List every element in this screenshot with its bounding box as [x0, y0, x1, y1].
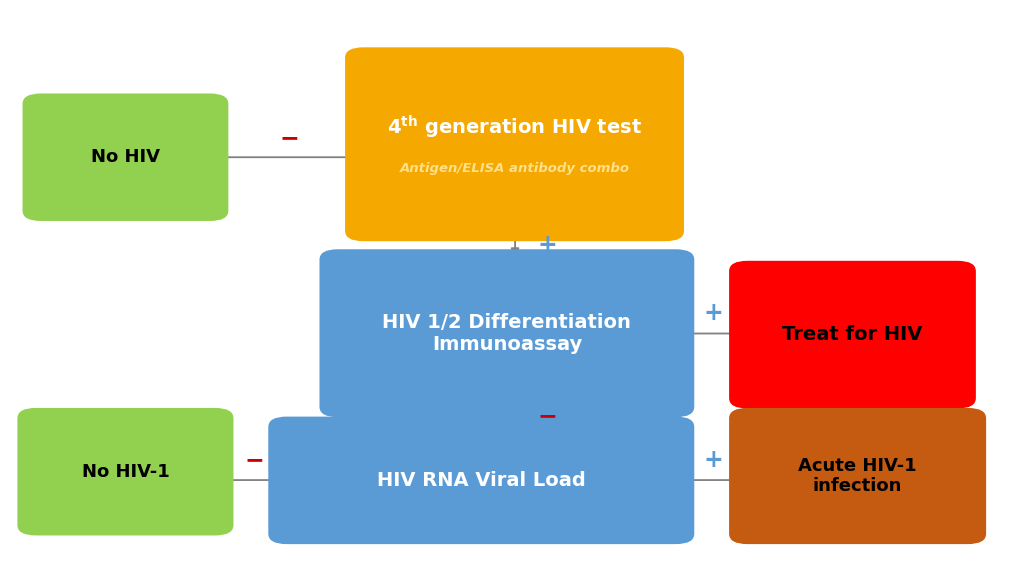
Text: HIV 1/2 Differentiation
Immunoassay: HIV 1/2 Differentiation Immunoassay — [382, 313, 632, 354]
Text: Antigen/ELISA antibody combo: Antigen/ELISA antibody combo — [399, 162, 630, 175]
Text: −: − — [244, 448, 264, 473]
Text: −: − — [280, 126, 300, 151]
Text: Acute HIV-1
infection: Acute HIV-1 infection — [799, 456, 916, 496]
FancyBboxPatch shape — [345, 47, 684, 241]
FancyBboxPatch shape — [729, 408, 986, 544]
FancyBboxPatch shape — [268, 417, 694, 544]
Text: +: + — [703, 301, 724, 325]
Text: Treat for HIV: Treat for HIV — [782, 325, 923, 344]
Text: $\mathregular{4}^{\mathregular{th}}$ generation HIV test: $\mathregular{4}^{\mathregular{th}}$ gen… — [387, 113, 642, 141]
Text: +: + — [703, 448, 724, 473]
FancyBboxPatch shape — [729, 261, 976, 409]
Text: No HIV-1: No HIV-1 — [82, 463, 169, 481]
Text: No HIV: No HIV — [91, 148, 160, 166]
FancyBboxPatch shape — [319, 249, 694, 417]
FancyBboxPatch shape — [23, 93, 228, 221]
Text: +: + — [538, 233, 558, 257]
Text: −: − — [538, 404, 558, 429]
Text: HIV RNA Viral Load: HIV RNA Viral Load — [377, 471, 586, 490]
FancyBboxPatch shape — [17, 408, 233, 535]
